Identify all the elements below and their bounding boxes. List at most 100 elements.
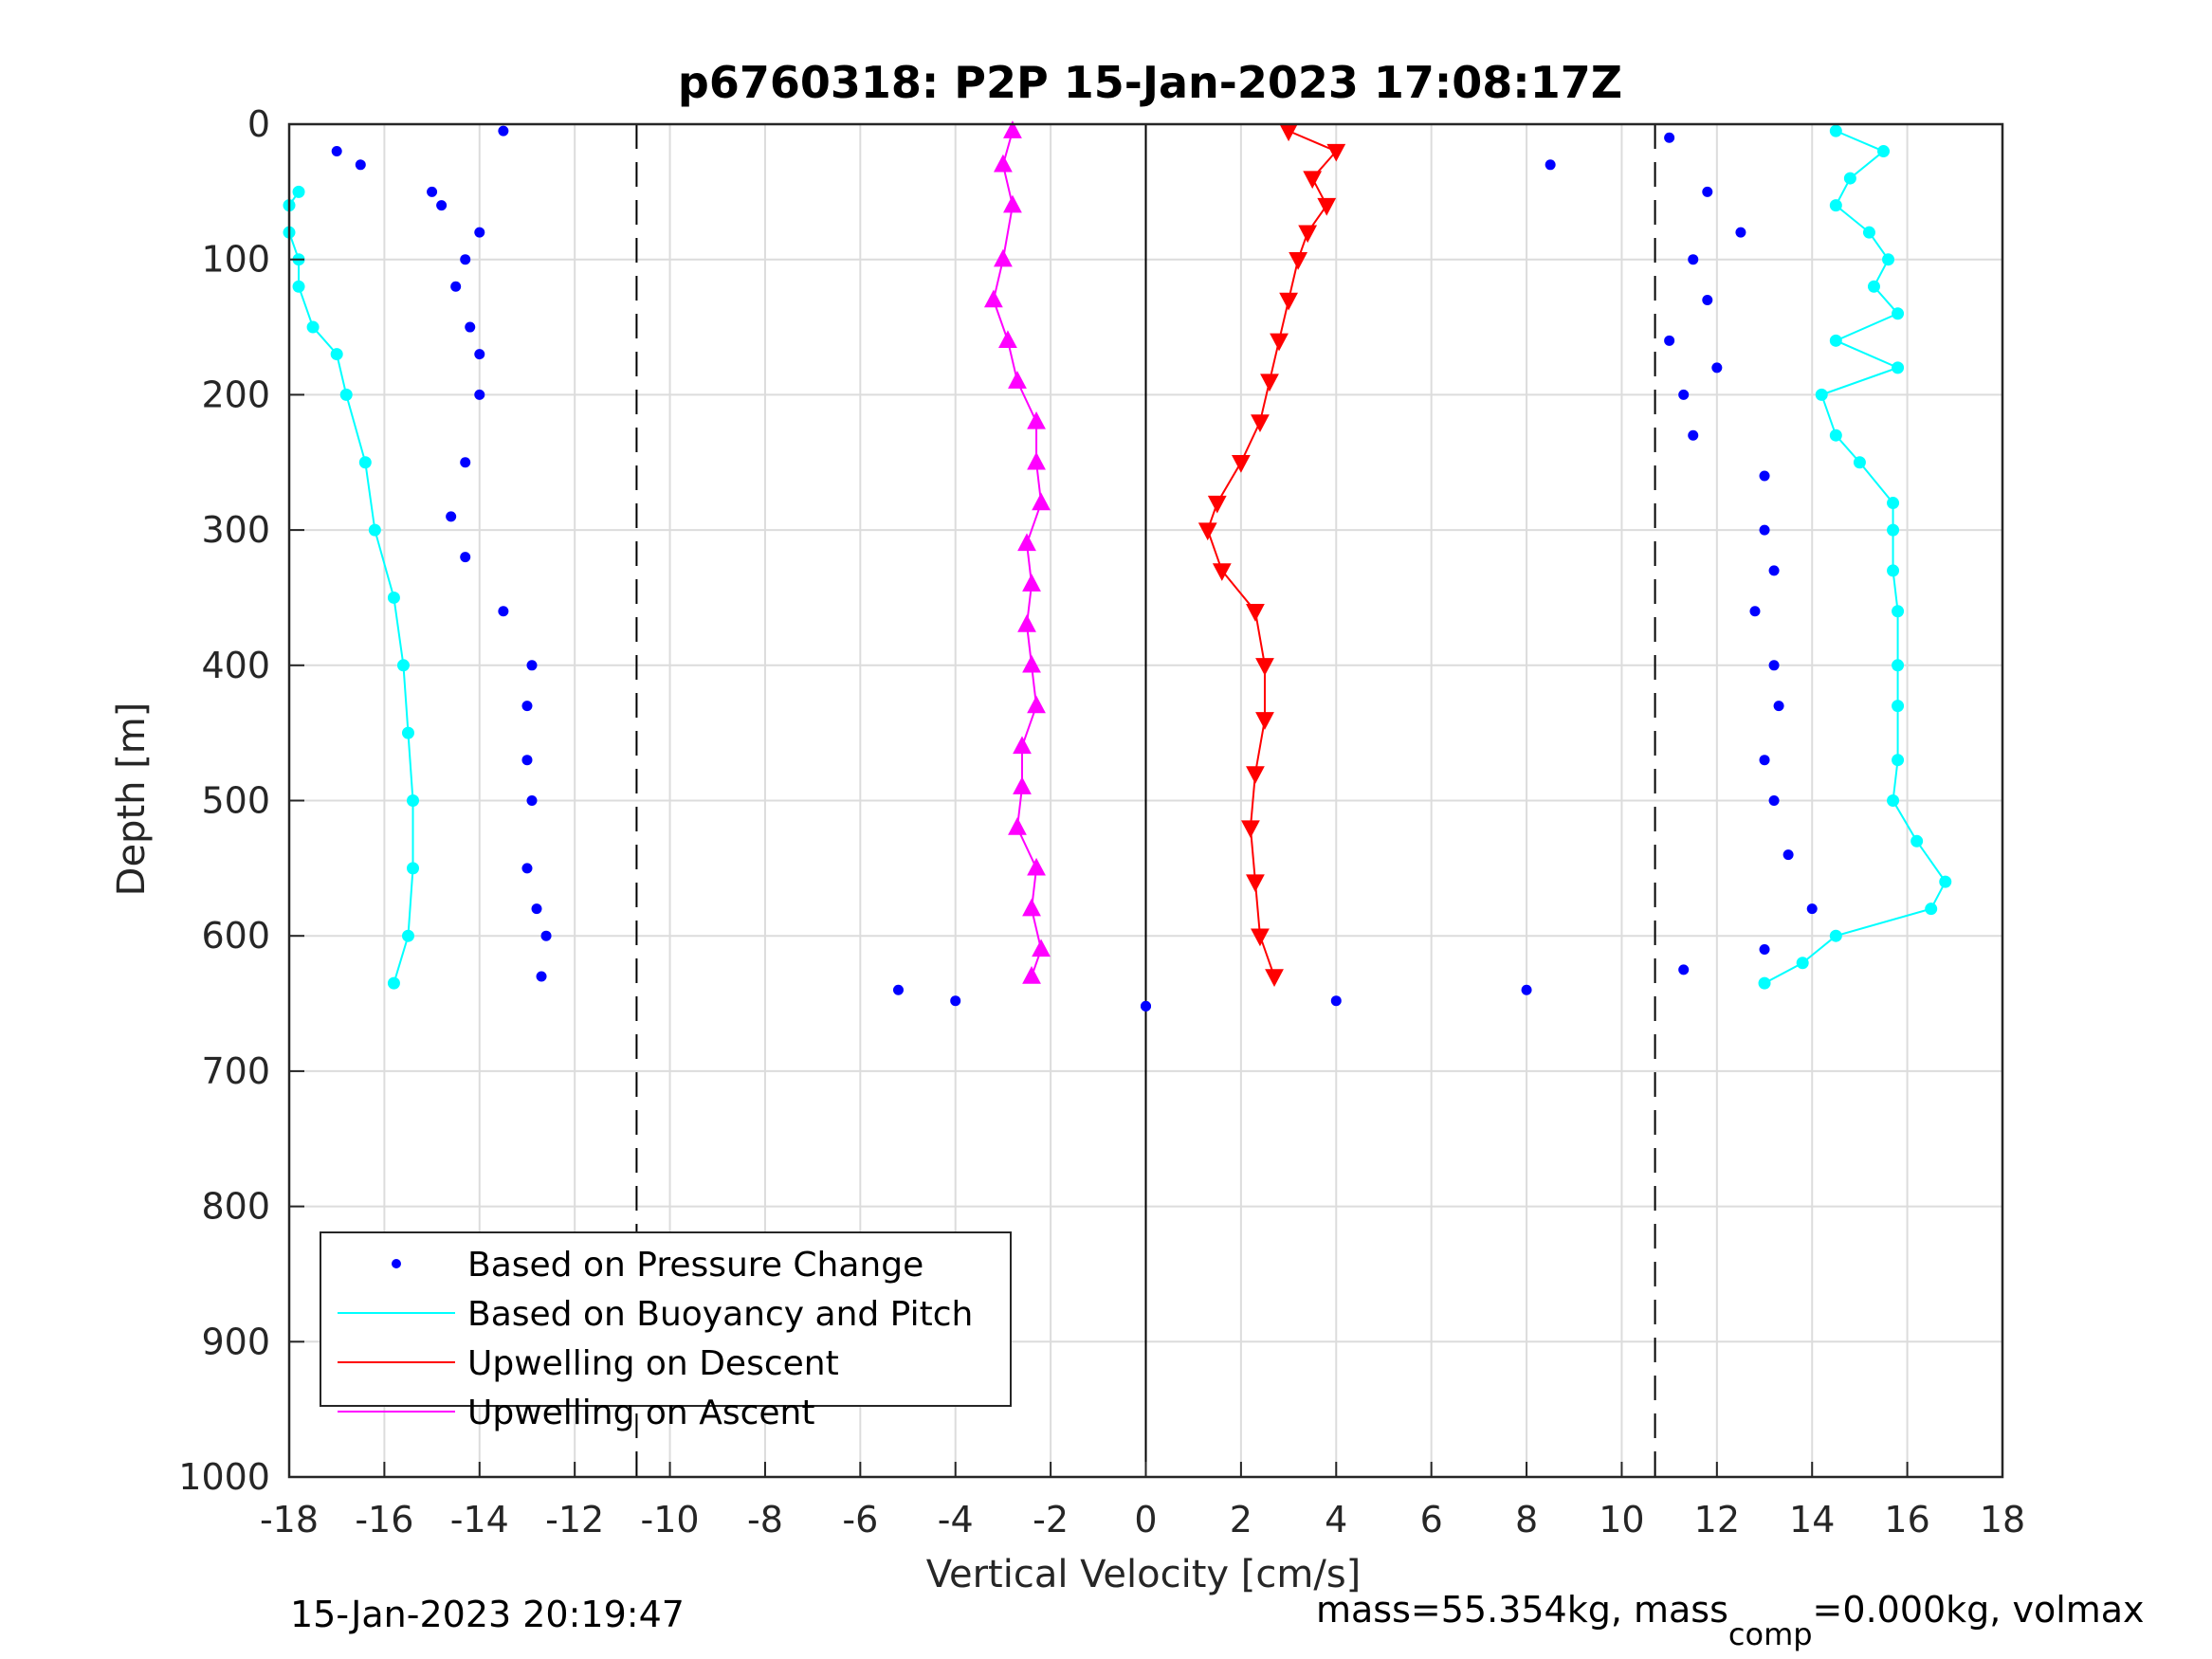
based-on-buoyancy-and-pitch-point [407,794,420,807]
based-on-pressure-change-point [355,159,366,171]
based-on-buoyancy-and-pitch-point [1853,456,1866,469]
based-on-buoyancy-and-pitch-point [358,456,372,469]
upwelling-on-descent-point [1260,374,1279,392]
based-on-pressure-change-point [1688,254,1699,265]
y-tick-label: 600 [201,915,270,957]
x-tick-label: -6 [842,1499,878,1540]
based-on-pressure-change-point [1678,964,1690,975]
upwelling-on-ascent-point [1017,533,1036,552]
chart-title: p6760318: P2P 15-Jan-2023 17:08:17Z [678,57,1622,108]
based-on-buoyancy-and-pitch-point [1867,280,1880,293]
based-on-pressure-change-point [427,186,438,197]
based-on-buoyancy-and-pitch-point [1892,700,1905,713]
upwelling-on-descent-point [1270,333,1289,352]
based-on-buoyancy-and-pitch-point [1892,361,1905,374]
based-on-pressure-change-point [465,321,476,333]
based-on-buoyancy-and-pitch-point [1796,957,1809,970]
upwelling-on-descent-point [1303,171,1323,190]
upwelling-on-descent-point [1246,766,1265,784]
legend-label: Upwelling on Descent [467,1344,839,1383]
based-on-pressure-change-point [498,606,509,617]
based-on-pressure-change-point [521,863,533,874]
footer-mass-info: mass=55.354kg, masscomp=0.000kg, volmax [1316,1589,2145,1652]
x-axis-label: Vertical Velocity [cm/s] [926,1553,1362,1596]
based-on-buoyancy-and-pitch-point [1877,145,1891,158]
upwelling-on-descent-point [1289,252,1308,270]
based-on-buoyancy-and-pitch-point [401,929,414,942]
upwelling-on-ascent-point [1022,574,1041,592]
x-tick-label: -2 [1033,1499,1069,1540]
x-tick-label: 0 [1134,1499,1157,1540]
based-on-pressure-change-point [1759,470,1770,482]
upwelling-on-descent-point [1265,969,1284,988]
x-tick-label: 12 [1694,1499,1740,1540]
legend-label: Based on Pressure Change [467,1246,923,1285]
upwelling-on-ascent-point [1022,966,1041,984]
based-on-buoyancy-and-pitch-point [1892,307,1905,320]
upwelling-on-descent-point [1212,563,1232,581]
upwelling-on-descent-point [1231,455,1251,473]
upwelling-on-descent-point [1326,143,1346,162]
y-axis-label: Depth [m] [110,702,154,897]
based-on-buoyancy-and-pitch-point [396,659,410,672]
upwelling-on-ascent-point [1027,857,1046,876]
upwelling-on-descent-point [1207,495,1227,514]
footer-timestamp: 15-Jan-2023 20:19:47 [290,1594,685,1635]
y-tick-label: 400 [201,645,270,686]
y-tick-label: 800 [201,1186,270,1228]
upwelling-on-descent-point [1197,522,1217,541]
upwelling-on-descent-point [1246,604,1265,622]
x-tick-label: 2 [1230,1499,1252,1540]
upwelling-on-ascent-point [983,289,1003,308]
footer-mass-text: mass=55.354kg, mass [1316,1589,1728,1631]
based-on-pressure-change-point [474,349,485,360]
upwelling-on-ascent-point [994,248,1013,267]
based-on-pressure-change-point [474,227,485,238]
based-on-buoyancy-and-pitch-point [292,185,305,198]
based-on-pressure-change-point [1330,995,1342,1007]
based-on-pressure-change-point [1702,295,1713,306]
based-on-pressure-change-point [540,930,552,941]
based-on-pressure-change-point [1735,227,1746,238]
based-on-buoyancy-and-pitch-point [1910,834,1924,848]
based-on-pressure-change-point [521,755,533,766]
footer-mass-subscript: comp [1728,1616,1813,1652]
x-tick-label: -16 [355,1499,413,1540]
based-on-pressure-change-point [450,281,462,292]
upwelling-on-ascent-point [994,154,1013,173]
based-on-pressure-change-point [498,125,509,137]
based-on-buoyancy-and-pitch-point [1829,428,1842,442]
x-tick-label: -10 [641,1499,700,1540]
based-on-pressure-change-point [950,995,961,1007]
based-on-buoyancy-and-pitch-point [1829,929,1842,942]
y-tick-label: 200 [201,374,270,415]
data-layer [283,120,1952,1477]
based-on-buoyancy-and-pitch-point [368,523,381,537]
based-on-buoyancy-and-pitch-point [1892,605,1905,618]
upwelling-on-ascent-point [1013,736,1032,755]
upwelling-on-ascent-profile-line [992,130,1043,977]
based-on-pressure-change-point [446,511,457,522]
upwelling-on-descent-point [1251,414,1270,432]
based-on-buoyancy-and-pitch-point [1862,226,1875,239]
based-on-pressure-change-point [1759,755,1770,766]
upwelling-on-ascent-point [1032,939,1051,957]
upwelling-on-ascent-point [1027,695,1046,714]
based-on-pressure-change-point [526,660,538,671]
upwelling-on-ascent-point [1032,492,1051,511]
based-on-pressure-change-point [1678,389,1690,400]
based-on-pressure-change-point [1711,362,1723,374]
based-on-buoyancy-and-pitch-point [407,862,420,875]
based-on-pressure-change-point [436,200,448,211]
upwelling-on-ascent-point [1017,613,1036,632]
upwelling-on-ascent-point [998,330,1017,349]
legend-marker [392,1259,401,1268]
based-on-buoyancy-and-pitch-point [1892,754,1905,767]
based-on-pressure-change-point [1768,660,1780,671]
upwelling-on-descent-point [1279,123,1298,142]
based-on-buoyancy-and-pitch-point [401,726,414,739]
based-on-pressure-change-point [474,389,485,400]
upwelling-on-ascent-point [1013,776,1032,794]
based-on-buoyancy-and-pitch-point [292,280,305,293]
upwelling-on-ascent-point [1008,817,1027,835]
